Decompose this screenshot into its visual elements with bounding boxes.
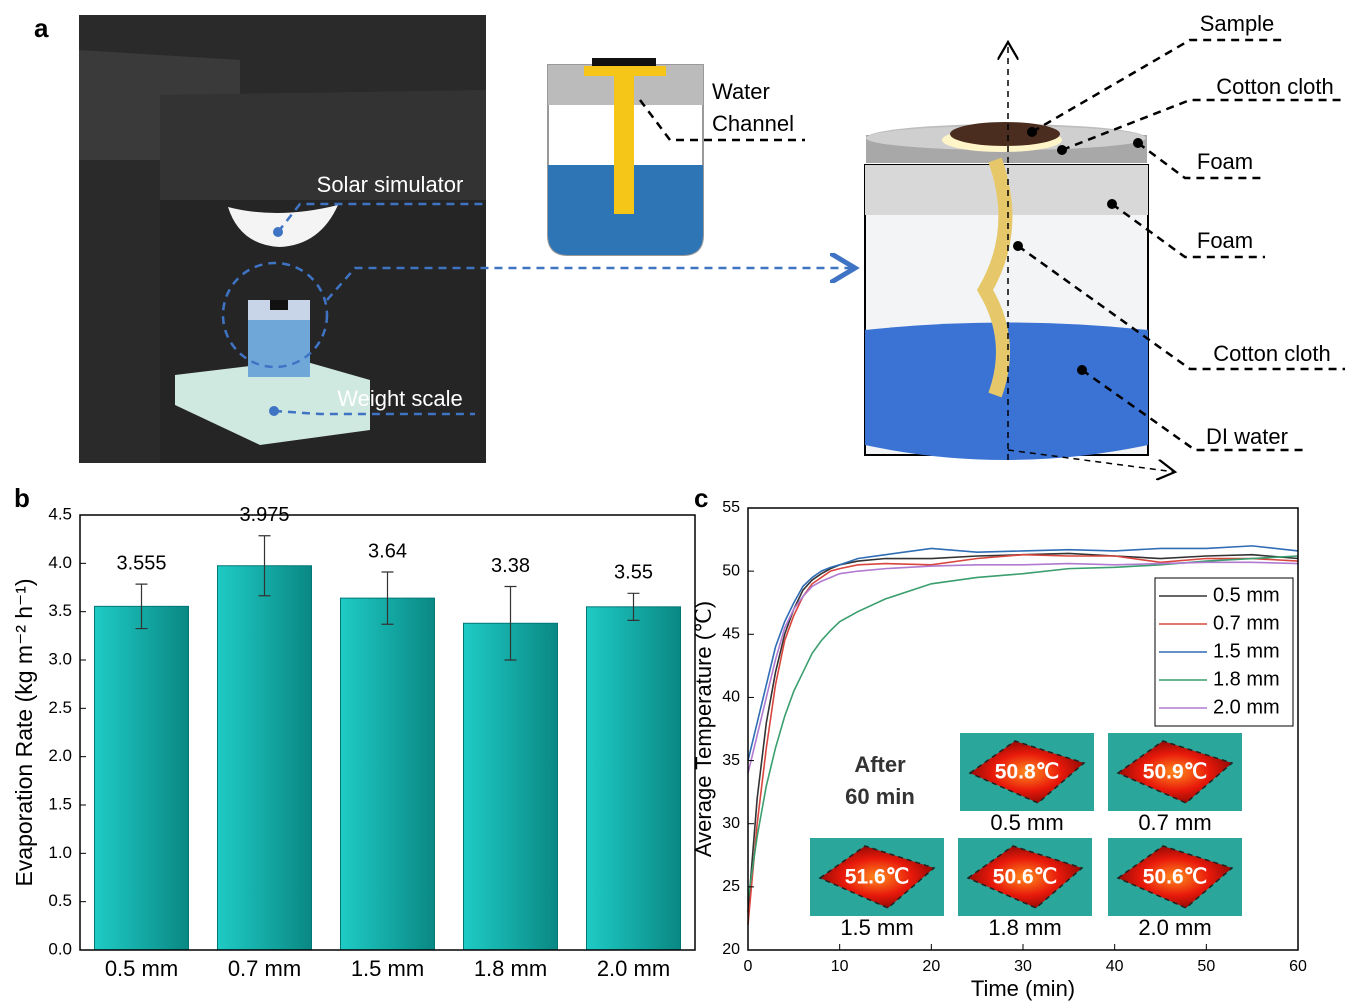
channel-label: Water (712, 79, 770, 104)
thermal-temperature: 50.9℃ (1143, 761, 1207, 784)
value-label: 3.55 (614, 562, 653, 584)
scene-label: Weight scale (337, 386, 463, 411)
x-tick-label: 0 (744, 958, 753, 975)
thermal-label: 1.8 mm (988, 915, 1061, 940)
legend-label: 1.5 mm (1213, 640, 1280, 662)
cylinder: Sample Cotton cloth Foam Foam Cotton clo… (865, 11, 1345, 472)
panel-label: c (694, 483, 708, 513)
bar (587, 607, 681, 950)
x-tick-label: 1.8 mm (474, 956, 547, 981)
y-tick-label: 1.0 (48, 843, 72, 862)
y-tick-label: 30 (722, 815, 740, 832)
legend-label: 0.7 mm (1213, 612, 1280, 634)
annotation: 60 min (845, 784, 915, 809)
y-tick-label: 50 (722, 562, 740, 579)
x-tick-label: 40 (1106, 958, 1124, 975)
y-tick-label: 2.0 (48, 746, 72, 765)
thermal-temperature: 51.6℃ (845, 866, 909, 889)
figure: a b c Solar simulator Weight scale Water… (0, 0, 1351, 1001)
cylinder-label: Cotton cloth (1216, 74, 1333, 99)
legend-label: 2.0 mm (1213, 696, 1280, 718)
y-tick-label: 0.0 (48, 939, 72, 958)
y-tick-label: 40 (722, 689, 740, 706)
value-label: 3.555 (116, 552, 166, 574)
beaker: Water Channel (548, 58, 805, 255)
thermal-temperature: 50.6℃ (993, 866, 1057, 889)
x-tick-label: 1.5 mm (351, 956, 424, 981)
y-tick-label: 20 (722, 941, 740, 958)
x-tick-label: 0.5 mm (105, 956, 178, 981)
cylinder-label: Foam (1197, 149, 1253, 174)
x-tick-label: 30 (1014, 958, 1032, 975)
value-label: 3.38 (491, 555, 530, 577)
thermal-temperature: 50.8℃ (995, 761, 1059, 784)
cylinder-label: Sample (1200, 11, 1275, 36)
cylinder-label: Foam (1197, 228, 1253, 253)
bar (95, 606, 189, 950)
thermal-label: 0.5 mm (990, 810, 1063, 835)
scene-label: Solar simulator (317, 172, 464, 197)
x-tick-label: 10 (831, 958, 849, 975)
bar (341, 598, 435, 950)
y-tick-label: 55 (722, 499, 740, 516)
y-tick-label: 3.5 (48, 601, 72, 620)
panel-label: a (34, 13, 49, 43)
cylinder-label: DI water (1206, 424, 1288, 449)
legend-label: 0.5 mm (1213, 584, 1280, 606)
y-tick-label: 25 (722, 878, 740, 895)
y-tick-label: 45 (722, 626, 740, 643)
y-axis-title: Evaporation Rate (kg m⁻² h⁻¹) (11, 578, 37, 886)
thermal-temperature: 50.6℃ (1143, 866, 1207, 889)
bar (218, 566, 312, 950)
x-tick-label: 60 (1289, 958, 1307, 975)
thermal-label: 1.5 mm (840, 915, 913, 940)
y-tick-label: 4.0 (48, 553, 72, 572)
y-tick-label: 2.5 (48, 698, 72, 717)
y-tick-label: 0.5 (48, 891, 72, 910)
x-axis-title: Time (min) (971, 976, 1075, 1001)
y-tick-label: 1.5 (48, 794, 72, 813)
legend-label: 1.8 mm (1213, 668, 1280, 690)
value-label: 3.64 (368, 540, 407, 562)
y-axis-title: Average Temperature (℃) (691, 601, 716, 857)
thermal-label: 0.7 mm (1138, 810, 1211, 835)
cylinder-label: Cotton cloth (1213, 341, 1330, 366)
y-tick-label: 35 (722, 752, 740, 769)
x-tick-label: 20 (922, 958, 940, 975)
panel-label: b (14, 483, 30, 513)
bar (464, 623, 558, 950)
x-tick-label: 2.0 mm (597, 956, 670, 981)
x-tick-label: 0.7 mm (228, 956, 301, 981)
y-tick-label: 3.0 (48, 649, 72, 668)
x-tick-label: 50 (1197, 958, 1215, 975)
annotation: After (854, 752, 906, 777)
y-tick-label: 4.5 (48, 504, 72, 523)
channel-label: Channel (712, 111, 794, 136)
thermal-label: 2.0 mm (1138, 915, 1211, 940)
